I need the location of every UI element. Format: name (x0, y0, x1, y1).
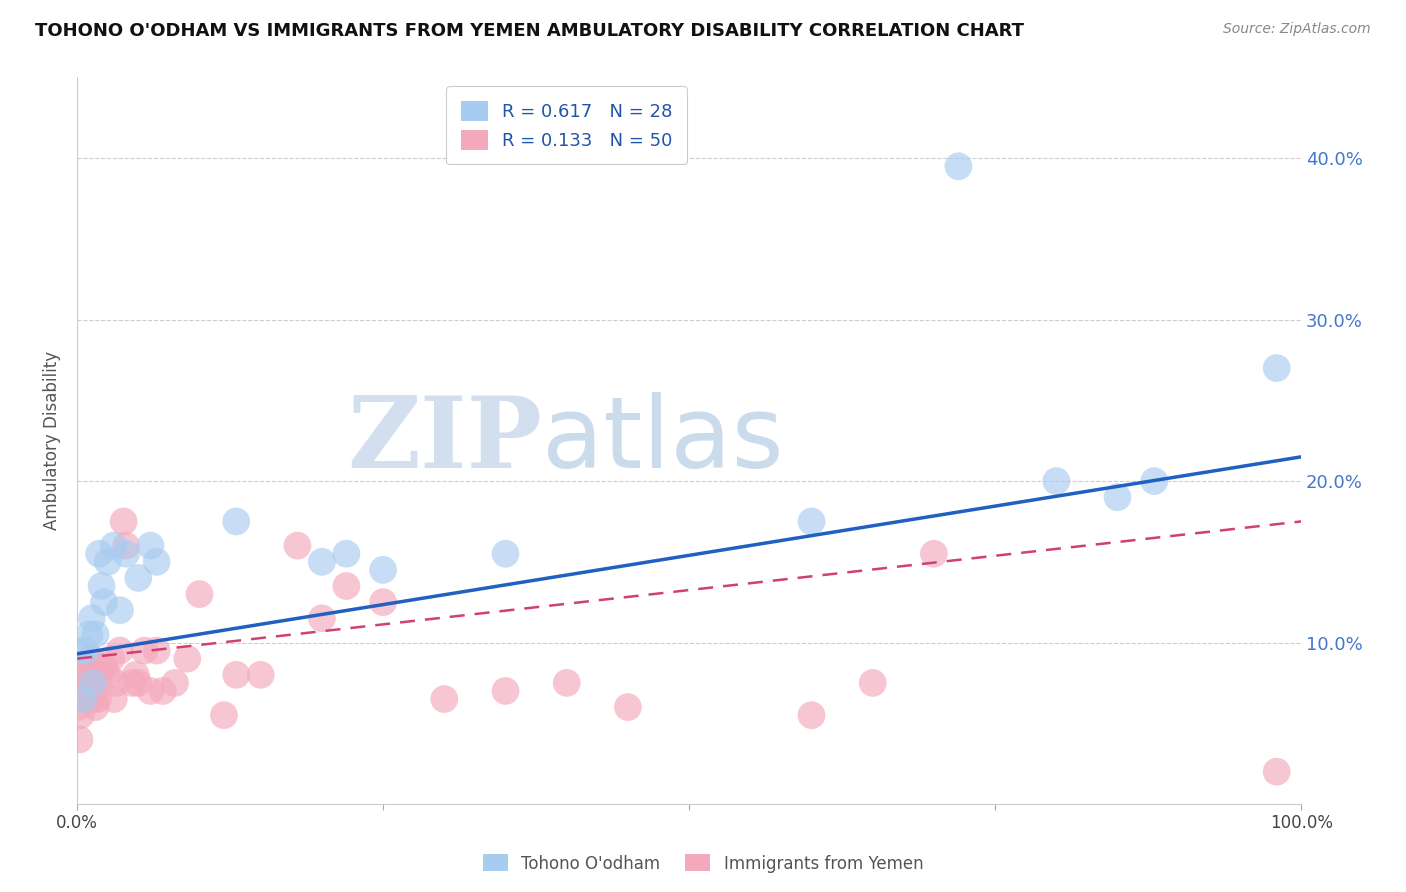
Point (108, 643, 131, 657)
Point (145, 555, 167, 569)
Point (103, 539, 125, 553)
Point (176, 651, 198, 665)
Point (84, 700, 107, 714)
Point (79, 627, 101, 641)
Point (97, 668, 120, 682)
Point (188, 587, 211, 601)
Point (115, 547, 138, 561)
Point (1143, 474, 1166, 488)
Point (1107, 490, 1129, 504)
Point (433, 692, 456, 706)
Point (1265, 764, 1288, 779)
Legend: Tohono O'odham, Immigrants from Yemen: Tohono O'odham, Immigrants from Yemen (477, 847, 929, 880)
Point (75, 668, 97, 682)
Point (90, 579, 112, 593)
Point (152, 684, 174, 698)
Point (139, 684, 162, 698)
Point (75, 643, 97, 657)
Y-axis label: Ambulatory Disability: Ambulatory Disability (44, 351, 60, 530)
Point (82, 676, 104, 690)
Point (800, 708, 823, 723)
Point (105, 676, 128, 690)
Point (97, 555, 120, 569)
Text: Source: ZipAtlas.com: Source: ZipAtlas.com (1223, 22, 1371, 37)
Point (80, 684, 103, 698)
Text: ZIP: ZIP (347, 392, 543, 489)
Point (82, 692, 104, 706)
Point (311, 611, 333, 625)
Legend: R = 0.617   N = 28, R = 0.133   N = 50: R = 0.617 N = 28, R = 0.133 N = 50 (446, 87, 688, 164)
Point (555, 676, 578, 690)
Point (70, 684, 93, 698)
Point (495, 547, 517, 561)
Point (69, 708, 91, 723)
Point (79, 651, 101, 665)
Point (800, 515, 823, 529)
Point (112, 515, 135, 529)
Point (103, 692, 125, 706)
Point (495, 684, 517, 698)
Point (84, 627, 107, 641)
Point (139, 539, 162, 553)
Point (225, 668, 247, 682)
Point (127, 571, 149, 585)
Point (77, 676, 100, 690)
Point (90, 659, 112, 673)
Point (145, 643, 167, 657)
Point (127, 676, 149, 690)
Point (79, 668, 101, 682)
Point (922, 547, 945, 561)
Point (93, 659, 115, 673)
Point (371, 595, 394, 609)
Point (72, 692, 94, 706)
Point (76, 692, 98, 706)
Point (862, 676, 884, 690)
Point (311, 555, 333, 569)
Point (115, 539, 138, 553)
Point (371, 563, 394, 577)
Text: TOHONO O'ODHAM VS IMMIGRANTS FROM YEMEN AMBULATORY DISABILITY CORRELATION CHART: TOHONO O'ODHAM VS IMMIGRANTS FROM YEMEN … (35, 22, 1024, 40)
Point (89, 668, 111, 682)
Point (617, 700, 640, 714)
Point (225, 515, 247, 529)
Point (72, 676, 94, 690)
Point (287, 539, 309, 553)
Point (134, 643, 156, 657)
Point (69, 643, 91, 657)
Point (69, 732, 91, 747)
Point (93, 595, 115, 609)
Point (163, 676, 186, 690)
Point (67, 700, 90, 714)
Point (1045, 474, 1067, 488)
Point (249, 668, 271, 682)
Point (100, 651, 122, 665)
Point (87, 692, 110, 706)
Point (1265, 361, 1288, 376)
Point (125, 668, 148, 682)
Point (89, 547, 111, 561)
Point (948, 159, 970, 173)
Point (73, 659, 96, 673)
Point (80, 611, 103, 625)
Text: atlas: atlas (543, 392, 785, 489)
Point (108, 603, 131, 617)
Point (335, 547, 357, 561)
Point (121, 676, 143, 690)
Point (335, 579, 357, 593)
Point (212, 708, 235, 723)
